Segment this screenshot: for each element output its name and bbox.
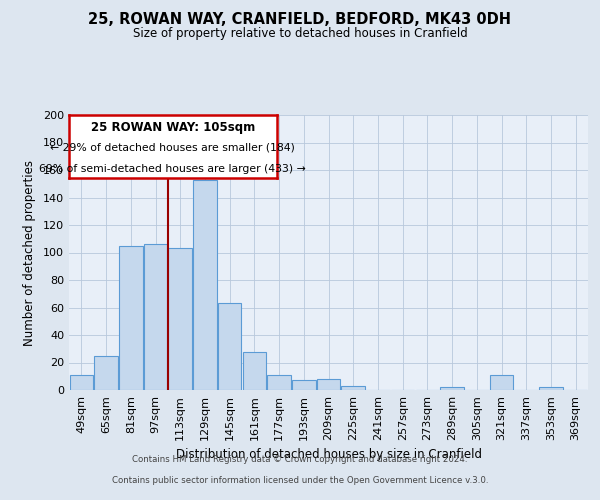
Text: Contains public sector information licensed under the Open Government Licence v.: Contains public sector information licen… bbox=[112, 476, 488, 485]
Bar bbox=[341, 386, 365, 390]
Bar bbox=[490, 375, 513, 390]
Bar bbox=[317, 379, 340, 390]
Bar bbox=[218, 304, 241, 390]
Text: ← 29% of detached houses are smaller (184): ← 29% of detached houses are smaller (18… bbox=[50, 143, 295, 153]
Bar bbox=[440, 387, 464, 390]
Bar bbox=[70, 375, 93, 390]
Bar bbox=[268, 375, 291, 390]
X-axis label: Distribution of detached houses by size in Cranfield: Distribution of detached houses by size … bbox=[176, 448, 482, 462]
Bar bbox=[242, 352, 266, 390]
Bar bbox=[144, 244, 167, 390]
Text: 25 ROWAN WAY: 105sqm: 25 ROWAN WAY: 105sqm bbox=[91, 121, 255, 134]
Bar bbox=[169, 248, 192, 390]
Text: 25, ROWAN WAY, CRANFIELD, BEDFORD, MK43 0DH: 25, ROWAN WAY, CRANFIELD, BEDFORD, MK43 … bbox=[89, 12, 511, 28]
Y-axis label: Number of detached properties: Number of detached properties bbox=[23, 160, 36, 346]
Bar bbox=[94, 356, 118, 390]
Bar bbox=[119, 246, 143, 390]
Text: 69% of semi-detached houses are larger (433) →: 69% of semi-detached houses are larger (… bbox=[40, 164, 306, 174]
Bar bbox=[292, 380, 316, 390]
Bar bbox=[193, 180, 217, 390]
Bar bbox=[539, 387, 563, 390]
Text: Size of property relative to detached houses in Cranfield: Size of property relative to detached ho… bbox=[133, 28, 467, 40]
Text: Contains HM Land Registry data © Crown copyright and database right 2024.: Contains HM Land Registry data © Crown c… bbox=[132, 455, 468, 464]
